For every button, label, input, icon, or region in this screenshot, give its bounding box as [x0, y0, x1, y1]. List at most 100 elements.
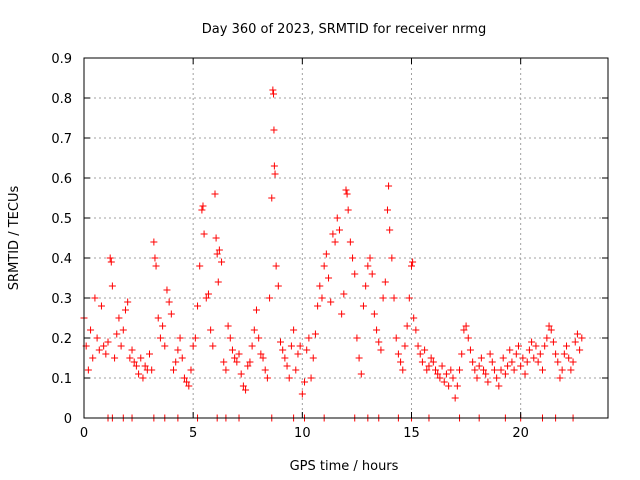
x-tick-labels: 0 5 10 15 20 — [80, 426, 529, 441]
data-point — [567, 366, 575, 374]
data-point — [159, 322, 167, 330]
data-point — [274, 282, 282, 290]
data-point — [100, 342, 108, 350]
grid-lines — [84, 58, 608, 418]
data-point — [545, 322, 553, 330]
data-point — [255, 334, 263, 342]
data-point — [107, 258, 115, 266]
data-point — [397, 358, 405, 366]
data-point — [403, 322, 411, 330]
data-point — [499, 354, 507, 362]
data-point — [237, 370, 245, 378]
data-point — [493, 374, 501, 382]
data-point — [512, 350, 520, 358]
data-point — [506, 346, 514, 354]
data-point — [558, 366, 566, 374]
data-point — [303, 346, 311, 354]
data-point — [176, 334, 184, 342]
data-point — [161, 342, 169, 350]
data-point — [263, 374, 271, 382]
data-point — [438, 362, 446, 370]
data-point — [530, 354, 538, 362]
data-point — [322, 250, 330, 258]
data-point — [305, 334, 313, 342]
data-point — [436, 374, 444, 382]
data-point — [165, 298, 173, 306]
data-point — [517, 362, 525, 370]
data-point — [379, 294, 387, 302]
data-point — [132, 362, 140, 370]
data-point — [271, 170, 279, 178]
data-point — [196, 262, 204, 270]
data-point — [410, 314, 418, 322]
data-point — [244, 362, 252, 370]
data-point — [218, 258, 226, 266]
data-point — [239, 382, 247, 390]
x-tick-label: 15 — [403, 426, 420, 441]
data-point — [135, 370, 143, 378]
data-point — [565, 354, 573, 362]
data-point — [272, 262, 280, 270]
data-point — [458, 350, 466, 358]
data-point — [146, 350, 153, 358]
data-point — [521, 370, 529, 378]
data-point — [392, 334, 400, 342]
data-point — [486, 350, 494, 358]
data-point — [207, 326, 215, 334]
data-point — [281, 354, 289, 362]
x-tick-label: 10 — [294, 426, 311, 441]
data-point — [571, 338, 579, 346]
data-point — [268, 194, 276, 202]
data-point — [183, 378, 191, 386]
data-point — [231, 354, 239, 362]
data-point — [482, 370, 490, 378]
data-point — [292, 366, 300, 374]
data-point — [199, 202, 207, 210]
data-point — [484, 378, 492, 386]
data-point — [257, 350, 265, 358]
data-point — [191, 334, 199, 342]
data-point — [259, 354, 267, 362]
data-point — [409, 258, 417, 266]
data-point — [298, 390, 306, 398]
data-point — [194, 302, 202, 310]
data-point — [377, 346, 385, 354]
data-point — [269, 86, 277, 94]
data-point — [480, 366, 488, 374]
y-tick-label: 0.4 — [51, 252, 72, 267]
data-point — [209, 342, 217, 350]
data-point — [355, 354, 363, 362]
data-point — [327, 298, 335, 306]
data-point — [170, 366, 178, 374]
data-point — [211, 190, 219, 198]
data-point — [432, 366, 440, 374]
data-point — [124, 298, 132, 306]
y-tick-label: 0.7 — [51, 132, 72, 147]
data-point — [523, 358, 531, 366]
data-point — [87, 326, 95, 334]
data-point — [405, 294, 413, 302]
data-point — [111, 354, 119, 362]
data-point — [220, 358, 228, 366]
data-point — [89, 354, 97, 362]
data-point — [212, 234, 220, 242]
x-tick-label: 20 — [512, 426, 529, 441]
data-point — [563, 342, 571, 350]
axis-ticks — [83, 57, 608, 419]
data-point — [342, 186, 350, 194]
data-point — [456, 366, 464, 374]
data-point — [451, 394, 459, 402]
data-point — [314, 302, 322, 310]
data-point — [385, 182, 393, 190]
data-point — [148, 366, 156, 374]
data-point — [488, 358, 496, 366]
data-point — [490, 366, 498, 374]
data-point — [578, 334, 586, 342]
data-point — [200, 230, 208, 238]
data-point — [228, 346, 236, 354]
y-tick-label: 0.8 — [51, 92, 72, 107]
data-point — [475, 362, 483, 370]
y-tick-label: 0 — [64, 412, 72, 427]
data-point — [386, 226, 394, 234]
